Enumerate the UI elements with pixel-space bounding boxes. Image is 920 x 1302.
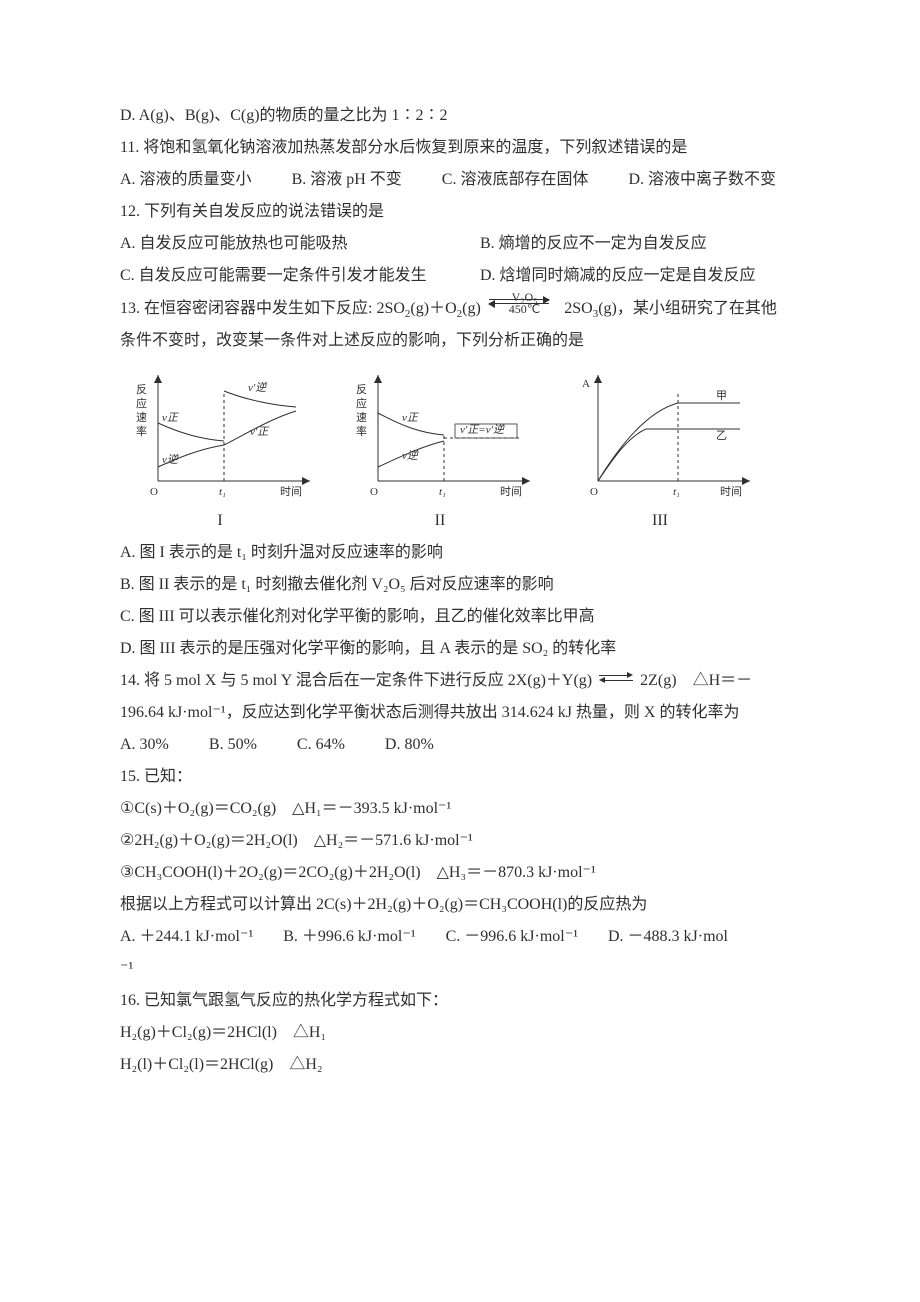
q15-d-tail: ⁻¹ [120, 953, 810, 985]
svg-text:率: 率 [136, 424, 147, 438]
q15-ask: 根据以上方程式可以计算出 2C(s)＋2H₂(g)＋O₂(g)＝CH₃COOH(… [120, 889, 810, 921]
c1-vpn: v′逆 [248, 381, 268, 394]
x-label: 时间 [280, 485, 302, 498]
q11-b: B. 溶液 pH 不变 [292, 164, 402, 196]
c1-vpz: v′正 [250, 426, 270, 438]
q11-a: A. 溶液的质量变小 [120, 164, 252, 196]
q13-s-c: (g) [462, 300, 481, 317]
charts-row: 反 应 速 率 O 时间 v正 v逆 t₁ v′逆 v′正 I [120, 363, 810, 537]
c2-eq: v′正=v′逆 [460, 423, 506, 436]
q14-line2: 196.64 kJ·mol⁻¹，反应达到化学平衡状态后测得共放出 314.624… [120, 697, 810, 729]
q12-row2: C. 自发反应可能需要一定条件引发才能发生 D. 焓增同时熵减的反应一定是自发反… [120, 260, 810, 292]
svg-text:应: 应 [136, 396, 147, 410]
q11-c: C. 溶液底部存在固体 [442, 164, 589, 196]
q11-options: A. 溶液的质量变小 B. 溶液 pH 不变 C. 溶液底部存在固体 D. 溶液… [120, 164, 810, 196]
q13-stem2: 条件不变时，改变某一条件对上述反应的影响，下列分析正确的是 [120, 325, 810, 357]
c3-yi: 乙 [716, 429, 727, 442]
q15-d: D. －488.3 kJ·mol [608, 921, 728, 953]
q15-options: A. ＋244.1 kJ·mol⁻¹ B. ＋996.6 kJ·mol⁻¹ C.… [120, 921, 810, 953]
chart1-label: I [120, 505, 320, 537]
svg-text:反: 反 [136, 383, 147, 396]
q14-l1a: 14. 将 5 mol X 与 5 mol Y 混合后在一定条件下进行反应 2X… [120, 672, 592, 689]
chart-2: 反 应 速 率 O 时间 v正 v逆 t₁ v′正=v′逆 II [340, 363, 540, 537]
q14-options: A. 30% B. 50% C. 64% D. 80% [120, 729, 810, 761]
q12-b: B. 熵增的反应不一定为自发反应 [480, 228, 707, 260]
q14-c: C. 64% [297, 729, 345, 761]
svg-text:速: 速 [136, 411, 147, 424]
q14-d: D. 80% [385, 729, 434, 761]
c3-jia: 甲 [716, 390, 727, 402]
q12-stem: 12. 下列有关自发反应的说法错误的是 [120, 196, 810, 228]
q10-option-d: D. A(g)、B(g)、C(g)的物质的量之比为 1∶2∶2 [120, 100, 810, 132]
svg-text:O: O [590, 486, 598, 498]
q13-s-b: (g)＋O [410, 300, 456, 317]
q13-b: B. 图 II 表示的是 t₁ 时刻撤去催化剂 V₂O₅ 后对反应速率的影响 [120, 569, 810, 601]
q12-a: A. 自发反应可能放热也可能吸热 [120, 228, 480, 260]
c3-x: 时间 [720, 485, 742, 498]
q11-stem: 11. 将饱和氢氧化钠溶液加热蒸发部分水后恢复到原来的温度，下列叙述错误的是 [120, 132, 810, 164]
q12-d: D. 焓增同时熵减的反应一定是自发反应 [480, 260, 756, 292]
q12-c: C. 自发反应可能需要一定条件引发才能发生 [120, 260, 480, 292]
c2-vn: v逆 [402, 449, 420, 462]
q14-b: B. 50% [209, 729, 257, 761]
reversible-arrow-icon [599, 671, 633, 687]
chart3-label: III [560, 505, 760, 537]
c1-vn: v逆 [162, 453, 180, 466]
q13-stem1: 13. 在恒容密闭容器中发生如下反应: 2SO2(g)＋O2(g) V₂O₅ 4… [120, 292, 810, 325]
q14-a: A. 30% [120, 729, 169, 761]
q14-line1: 14. 将 5 mol X 与 5 mol Y 混合后在一定条件下进行反应 2X… [120, 665, 810, 697]
chart-1: 反 应 速 率 O 时间 v正 v逆 t₁ v′逆 v′正 I [120, 363, 320, 537]
chart-3: A O 时间 甲 乙 t₁ III [560, 363, 760, 537]
q15-stem: 15. 已知： [120, 761, 810, 793]
c2-t1: t₁ [439, 486, 446, 498]
svg-text:反: 反 [356, 383, 367, 396]
origin-O: O [150, 486, 158, 498]
svg-text:应: 应 [356, 396, 367, 410]
q15-r2: ②2H₂(g)＋O₂(g)＝2H₂O(l) △H₂＝－571.6 kJ·mol⁻… [120, 825, 810, 857]
c1-t1: t₁ [219, 486, 226, 498]
svg-text:率: 率 [356, 424, 367, 438]
svg-text:O: O [370, 486, 378, 498]
q13-a: A. 图 I 表示的是 t₁ 时刻升温对反应速率的影响 [120, 537, 810, 569]
c3-t1: t₁ [673, 486, 680, 498]
q16-r2: H₂(l)＋Cl₂(l)＝2HCl(g) △H₂ [120, 1049, 810, 1081]
q16-r1: H₂(g)＋Cl₂(g)＝2HCl(l) △H₁ [120, 1017, 810, 1049]
q13-d: D. 图 III 表示的是压强对化学平衡的影响，且 A 表示的是 SO₂ 的转化… [120, 633, 810, 665]
q13-s-a: 13. 在恒容密闭容器中发生如下反应: 2SO [120, 300, 405, 317]
q15-c: C. －996.6 kJ·mol⁻¹ [446, 921, 578, 953]
q13-c: C. 图 III 可以表示催化剂对化学平衡的影响，且乙的催化效率比甲高 [120, 601, 810, 633]
chart2-label: II [340, 505, 540, 537]
q15-r1: ①C(s)＋O₂(g)＝CO₂(g) △H₁＝－393.5 kJ·mol⁻¹ [120, 793, 810, 825]
c1-vz: v正 [162, 412, 180, 424]
q15-b: B. ＋996.6 kJ·mol⁻¹ [283, 921, 415, 953]
c2-vz: v正 [402, 412, 420, 424]
q15-r3: ③CH₃COOH(l)＋2O₂(g)＝2CO₂(g)＋2H₂O(l) △H₃＝－… [120, 857, 810, 889]
c2-x: 时间 [500, 485, 522, 498]
q14-l1b: 2Z(g) △H＝－ [640, 672, 752, 689]
q15-a: A. ＋244.1 kJ·mol⁻¹ [120, 921, 253, 953]
q13-s-e: (g)，某小组研究了在其他 [598, 300, 777, 317]
c3-y: A [582, 378, 590, 390]
q12-row1: A. 自发反应可能放热也可能吸热 B. 熵增的反应不一定为自发反应 [120, 228, 810, 260]
svg-text:速: 速 [356, 411, 367, 424]
cat-bot: 450℃ [507, 303, 542, 315]
q11-d: D. 溶液中离子数不变 [628, 164, 776, 196]
q13-s-d: 2SO [564, 300, 592, 317]
q16-stem: 16. 已知氯气跟氢气反应的热化学方程式如下： [120, 985, 810, 1017]
